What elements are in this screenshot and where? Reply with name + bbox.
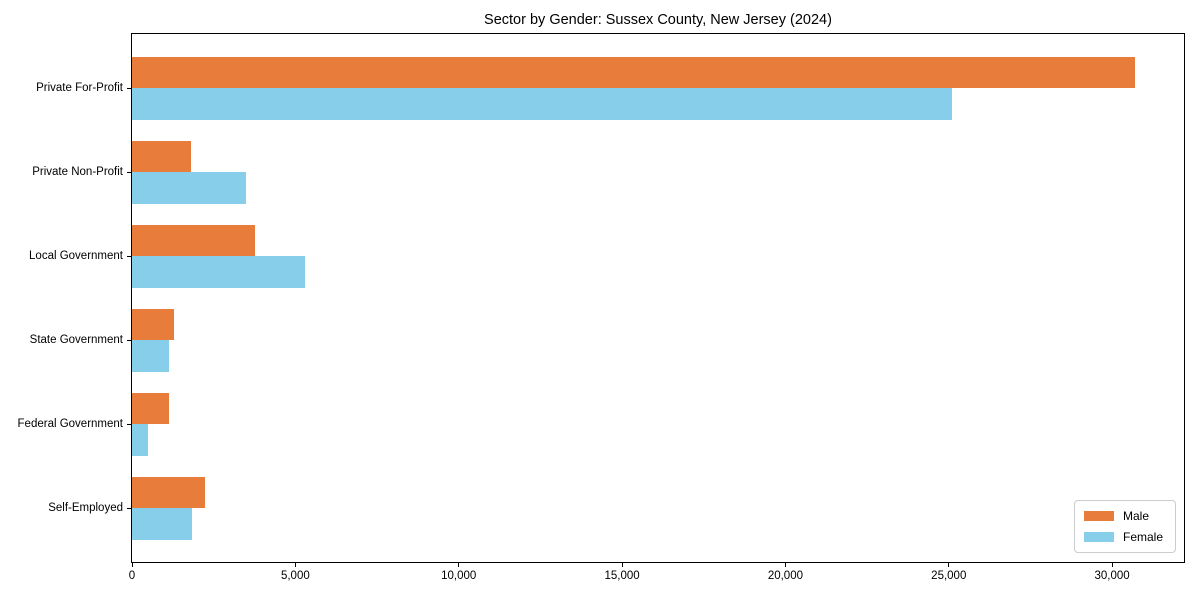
y-tick-label: Federal Government — [17, 418, 123, 430]
legend: Male Female — [1073, 500, 1176, 553]
x-tick-mark — [621, 563, 623, 567]
legend-swatch-male — [1083, 511, 1114, 521]
x-tick-mark — [294, 563, 296, 567]
y-tick-label: Private Non-Profit — [32, 166, 123, 178]
chart-title: Sector by Gender: Sussex County, New Jer… — [484, 12, 832, 28]
bar-male-0 — [132, 56, 1135, 88]
legend-swatch-female — [1083, 532, 1114, 542]
x-tick-mark — [784, 563, 786, 567]
x-tick-mark — [458, 563, 460, 567]
x-tick-label: 10,000 — [441, 570, 477, 582]
y-tick-mark — [127, 339, 131, 341]
y-tick-label: Local Government — [29, 250, 123, 262]
x-tick-label: 5,000 — [280, 570, 310, 582]
y-tick-mark — [127, 423, 131, 425]
y-tick-label: Self-Employed — [48, 502, 123, 514]
bar-male-4 — [132, 392, 169, 424]
bar-male-2 — [132, 224, 255, 256]
x-tick-label: 0 — [128, 570, 136, 582]
bar-male-3 — [132, 308, 175, 340]
plot-area: Private For-Profit Private Non-Profit Loca… — [18, 33, 1185, 582]
y-tick-mark — [127, 507, 131, 509]
y-tick-label: State Government — [29, 334, 123, 346]
bar-female-3 — [132, 340, 169, 372]
bar-female-2 — [132, 256, 306, 288]
bar-female-0 — [132, 88, 953, 120]
bar-female-1 — [132, 172, 247, 204]
y-tick-mark — [127, 255, 131, 257]
x-tick-mark — [948, 563, 950, 567]
x-tick-mark — [131, 563, 133, 567]
x-tick-mark — [1111, 563, 1113, 567]
bar-male-1 — [132, 140, 191, 172]
x-tick-label: 20,000 — [767, 570, 803, 582]
y-tick-label: Private For-Profit — [36, 82, 123, 94]
y-tick-mark — [127, 87, 131, 89]
bar-male-5 — [132, 476, 205, 508]
x-tick-label: 25,000 — [931, 570, 967, 582]
y-tick-mark — [127, 171, 131, 173]
x-tick-label: 15,000 — [604, 570, 640, 582]
x-tick-label: 30,000 — [1094, 570, 1130, 582]
bar-female-4 — [132, 424, 148, 456]
legend-item-male: Male — [1083, 509, 1163, 523]
legend-label-female: Female — [1122, 530, 1163, 544]
legend-label-male: Male — [1122, 509, 1149, 523]
legend-item-female: Female — [1083, 530, 1163, 544]
bar-female-5 — [132, 508, 192, 540]
